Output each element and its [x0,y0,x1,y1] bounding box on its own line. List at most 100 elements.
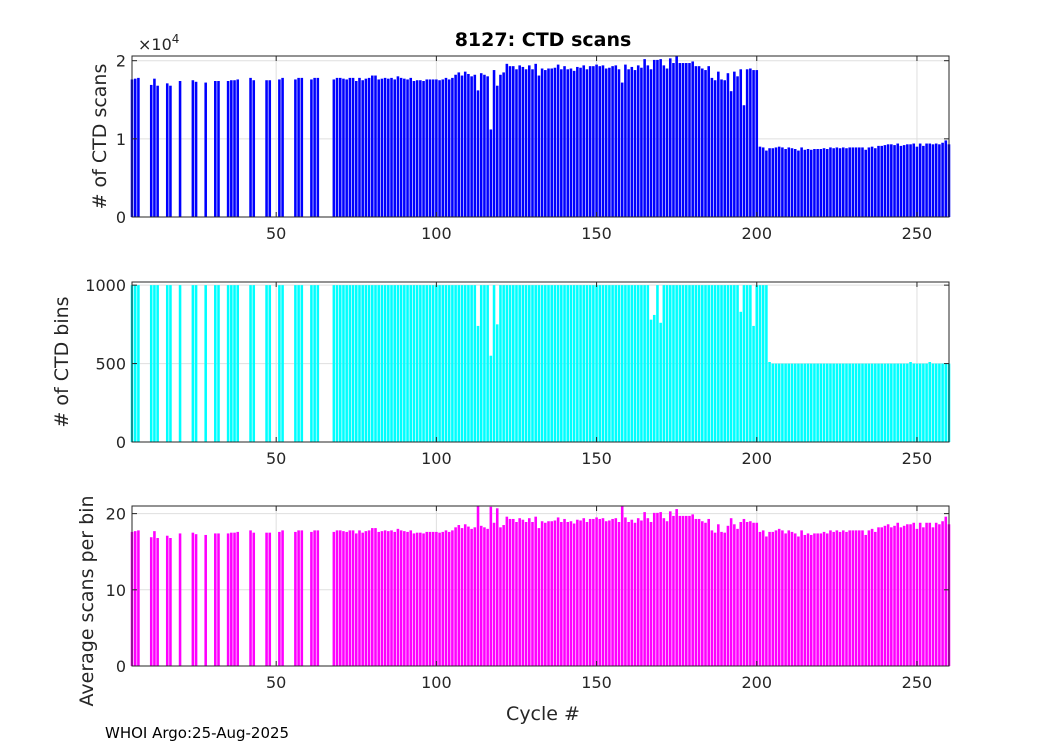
bar [149,285,153,442]
bar [800,147,803,217]
y-exponent-power: 4 [172,32,180,46]
bar [518,285,521,442]
bar [845,531,848,666]
bar [909,524,912,666]
bar [249,530,252,666]
bar [925,363,928,442]
bar [579,520,582,666]
bar [611,66,614,218]
bar [797,150,800,217]
bar [214,533,217,666]
bar [425,79,429,218]
x-tick-label: 50 [266,224,286,243]
bar [194,534,198,666]
bar [300,530,304,666]
bar [742,285,746,442]
bar [922,527,925,666]
bar [579,285,582,442]
bar [387,531,390,666]
bar [361,532,364,666]
bar [495,324,499,442]
bar [614,65,618,218]
bar [528,518,531,666]
bar [511,66,515,218]
bar [646,518,650,666]
x-axis-label: Cycle # [506,703,580,725]
bar [668,511,672,666]
bar [492,522,496,666]
bar [797,536,800,666]
bar [816,149,819,217]
bar [294,531,297,666]
bar [156,285,159,442]
bar [777,528,781,666]
x-tick-label: 200 [741,449,772,468]
bar [566,522,570,666]
bar [813,149,816,217]
bar [297,77,300,218]
bar [230,80,233,218]
bar [441,285,445,442]
bar [428,79,432,218]
bar [412,81,416,218]
bar [540,285,544,442]
y-tick-label: 0 [116,657,126,676]
bar [752,325,755,442]
bar [768,362,771,442]
bar [374,285,377,442]
bar [447,79,451,218]
bar [678,285,682,442]
bar [156,85,159,217]
bar [938,144,941,217]
bar [832,531,835,666]
bar [566,285,570,442]
bar [710,530,714,666]
bar [585,285,589,442]
bar [422,533,425,666]
bar [342,78,345,218]
y-axis-label: # of CTD bins [51,296,73,427]
bar [217,533,220,666]
bar [149,84,153,217]
bar [931,527,935,666]
bar [528,65,531,218]
bar [701,285,704,442]
bar [822,363,826,442]
bar [569,285,573,442]
bar [640,520,643,666]
bar-series [130,285,951,442]
bar [588,518,592,666]
bar [681,285,685,442]
bar [268,285,272,442]
bar [354,81,358,218]
bar [560,69,563,217]
bar [582,285,586,442]
bar [582,65,586,218]
bar [377,285,380,442]
bar [941,142,944,217]
bar [502,285,505,442]
bar [463,71,467,217]
bar [886,524,890,666]
bar [431,531,435,666]
bar [588,66,592,218]
bar [771,363,775,442]
bar [492,70,496,217]
bar [137,285,140,442]
bar [451,285,454,442]
bar [521,66,525,218]
bar [707,66,710,218]
bar [774,530,778,666]
bar [633,70,637,217]
bar [643,59,646,217]
bar [688,515,691,666]
bar [169,85,172,217]
bar [611,285,614,442]
bar [332,79,336,218]
bar [899,363,903,442]
bar [726,285,730,442]
bar [662,65,666,218]
bar [435,531,438,666]
bar [819,149,823,217]
bar [713,80,717,218]
